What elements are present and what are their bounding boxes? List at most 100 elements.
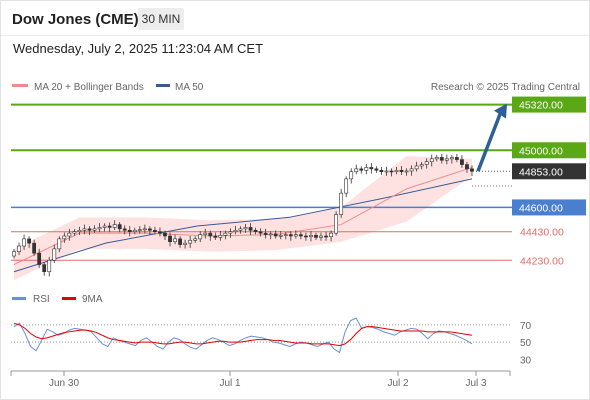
candle-body [112, 224, 117, 228]
x-tick-label: Jun 30 [49, 378, 79, 389]
level-label-44430.00: 44430.00 [520, 227, 564, 239]
forecast-arrowhead [494, 103, 507, 119]
rsi-ma-line [13, 322, 473, 347]
level-label-44600.00: 44600.00 [519, 202, 563, 214]
candle-body [17, 245, 21, 253]
rsi-line [13, 317, 473, 354]
rsi-tick-50: 50 [520, 338, 532, 349]
candle-body [42, 264, 47, 273]
candle-body [319, 235, 323, 238]
candle-body [198, 234, 203, 240]
ma20-legend-label: MA 20 + Bollinger Bands [34, 82, 144, 93]
candle-body [329, 232, 333, 238]
candle-body [142, 228, 147, 231]
candle-body [334, 214, 339, 234]
candle-body [278, 234, 283, 237]
candle-body [394, 169, 399, 173]
candle-body [384, 170, 389, 173]
candle-body [67, 232, 72, 237]
candle-body [248, 227, 253, 231]
rsi-legend-swatch [12, 297, 26, 300]
candle-body [455, 157, 459, 160]
candle-body [62, 235, 67, 240]
credit-label: Research © 2025 Trading Central [431, 82, 580, 93]
level-label-44230.00: 44230.00 [520, 255, 564, 267]
candle-body [399, 169, 404, 173]
ma50-legend-swatch [156, 84, 170, 87]
candle-body [117, 224, 122, 230]
candle-body [52, 248, 57, 261]
candle-body [268, 233, 273, 236]
candle-body [293, 234, 298, 237]
candle-body [258, 231, 263, 234]
candle-body [173, 238, 177, 243]
candle-body [314, 234, 318, 238]
candle-body [298, 234, 303, 237]
candle-body [465, 164, 469, 170]
candle-body [137, 229, 142, 231]
candle-body [424, 161, 429, 165]
candle-body [449, 157, 454, 160]
candle-body [354, 168, 359, 173]
candle-body [127, 229, 132, 233]
candle-body [168, 235, 172, 243]
candle-body [77, 229, 82, 233]
candle-body [228, 231, 233, 234]
rsi-ma-legend-label: 9MA [82, 294, 103, 305]
candle-body [460, 159, 464, 165]
candle-body [273, 233, 278, 237]
candle-body [389, 170, 394, 173]
candle-body [470, 168, 474, 172]
candle-body [22, 238, 26, 247]
candle-body [359, 168, 364, 171]
rsi-legend-label: RSI [33, 294, 50, 305]
candle-body [132, 229, 137, 233]
candle-body [97, 227, 102, 230]
datetime-label: Wednesday, July 2, 2025 11:23:04 AM CET [13, 41, 264, 56]
price-plot [11, 103, 512, 281]
candle-body [158, 231, 162, 234]
candle-body [183, 242, 188, 245]
candle-body [163, 232, 167, 237]
interval-button[interactable]: 30 MIN [138, 8, 184, 30]
ma20-line [13, 166, 473, 266]
candle-body [27, 238, 31, 244]
candle-body [12, 251, 16, 257]
candle-body [218, 234, 223, 238]
candle-body [253, 229, 258, 233]
candle-body [47, 259, 52, 273]
candle-body [243, 227, 248, 230]
candle-body [153, 229, 157, 233]
instrument-title: Dow Jones (CME) [12, 11, 139, 28]
level-tag-45320.00 [512, 96, 586, 113]
candle-body [57, 238, 62, 250]
candle-body [404, 170, 409, 173]
candle-body [233, 229, 238, 233]
candle-body [379, 169, 384, 173]
candle-body [429, 158, 434, 163]
candle-body [439, 157, 444, 161]
candle-body [263, 232, 268, 235]
forecast-arrow [476, 110, 503, 172]
rsi-plot: 70 50 30 [11, 317, 532, 366]
candle-body [414, 165, 419, 170]
candle-body [419, 164, 424, 167]
level-tag-44853.00 [512, 163, 586, 180]
level-labels: 45320.00 45000.00 44853.00 44600.00 44430.00… [512, 96, 586, 267]
candle-body [304, 235, 308, 238]
ma20-legend-swatch [12, 84, 28, 87]
candle-body [344, 178, 349, 194]
candle-body [324, 235, 328, 238]
candle-body [203, 232, 208, 235]
candle-body [37, 252, 42, 265]
bollinger-band [14, 156, 472, 281]
candle-body [72, 231, 77, 234]
candle-body [223, 232, 228, 236]
candle-body [92, 228, 97, 231]
level-label-45320.00: 45320.00 [519, 100, 563, 112]
candle-body [309, 234, 313, 238]
candle-body [208, 232, 213, 237]
candle-body [82, 228, 87, 231]
candle-body [369, 167, 374, 170]
